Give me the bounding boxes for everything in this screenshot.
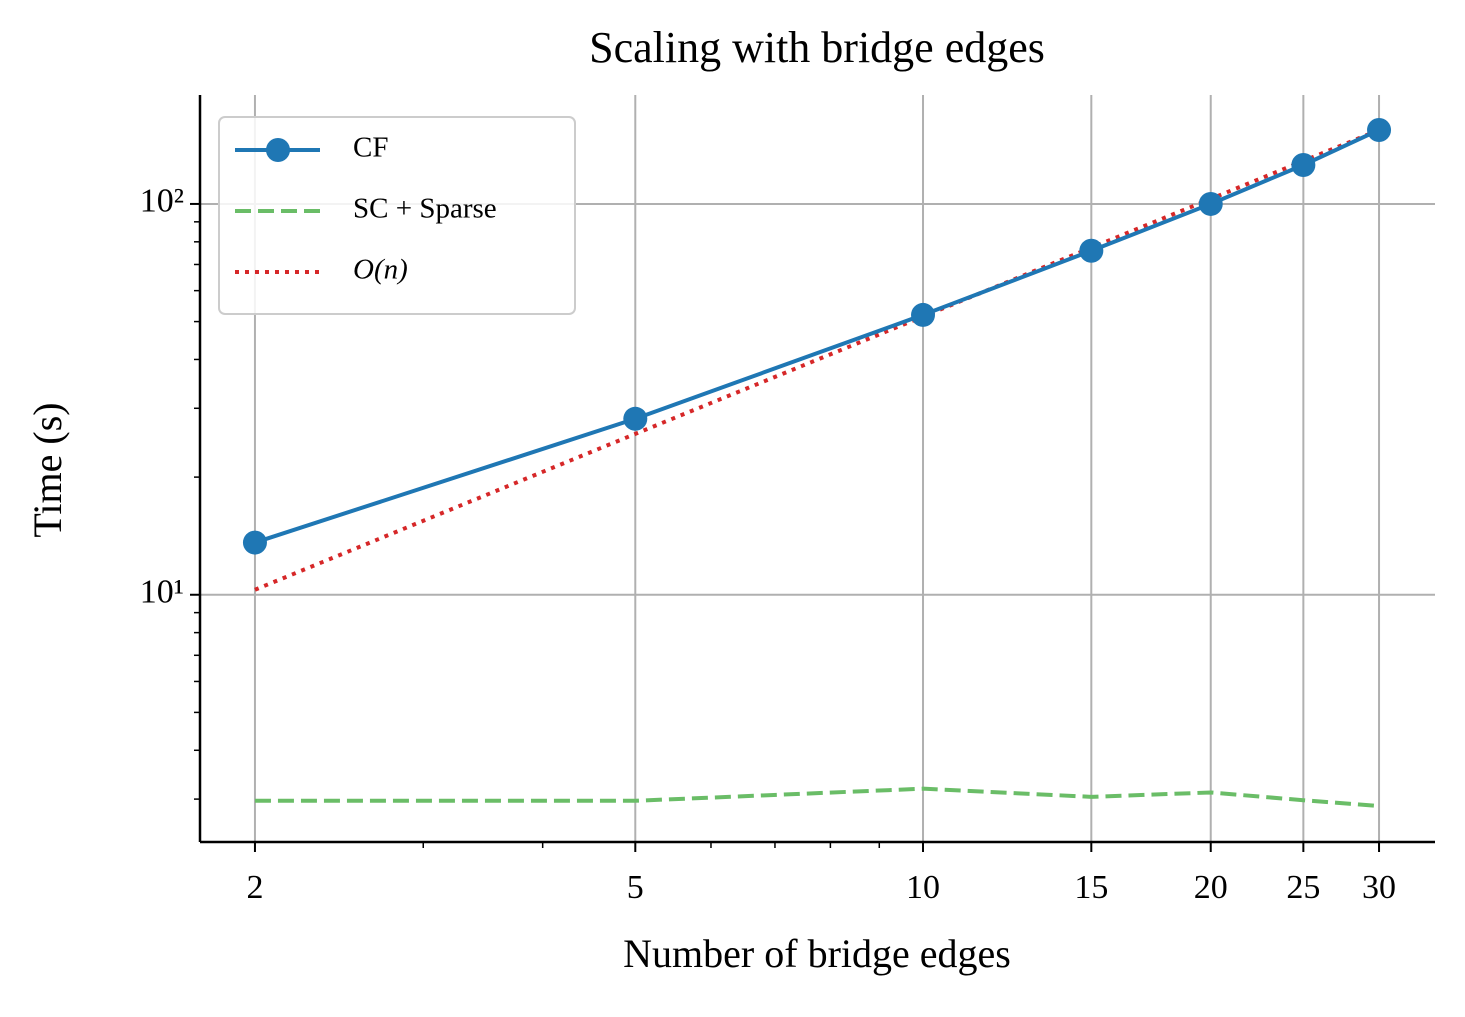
y-tick-label: 10²: [140, 183, 184, 220]
x-tick-label: 20: [1194, 869, 1228, 906]
data-point: [242, 530, 267, 555]
y-axis-label: Time (s): [25, 402, 70, 537]
legend-label: SC + Sparse: [353, 193, 497, 225]
legend-marker: [266, 138, 290, 162]
y-tick-label: 10¹: [140, 574, 184, 611]
data-point: [1367, 117, 1392, 142]
x-axis-label: Number of bridge edges: [623, 931, 1011, 976]
x-tick-label: 5: [627, 869, 644, 906]
legend: CF SC + Sparse O(n): [218, 116, 576, 315]
series-line: [254, 786, 1380, 809]
data-point: [1198, 191, 1223, 216]
data-point: [1291, 152, 1316, 177]
data-point: [623, 406, 648, 431]
data-point: [1079, 238, 1104, 263]
legend-label: O(n): [353, 254, 408, 286]
chart-title: Scaling with bridge edges: [589, 23, 1045, 72]
data-point: [911, 302, 936, 327]
x-tick-label: 10: [906, 869, 940, 906]
x-tick-label: 30: [1362, 869, 1396, 906]
x-tick-label: 2: [246, 869, 263, 906]
x-tick-label: 25: [1286, 869, 1320, 906]
x-tick-label: 15: [1074, 869, 1108, 906]
legend-box: [218, 116, 576, 315]
legend-label: CF: [353, 132, 388, 164]
